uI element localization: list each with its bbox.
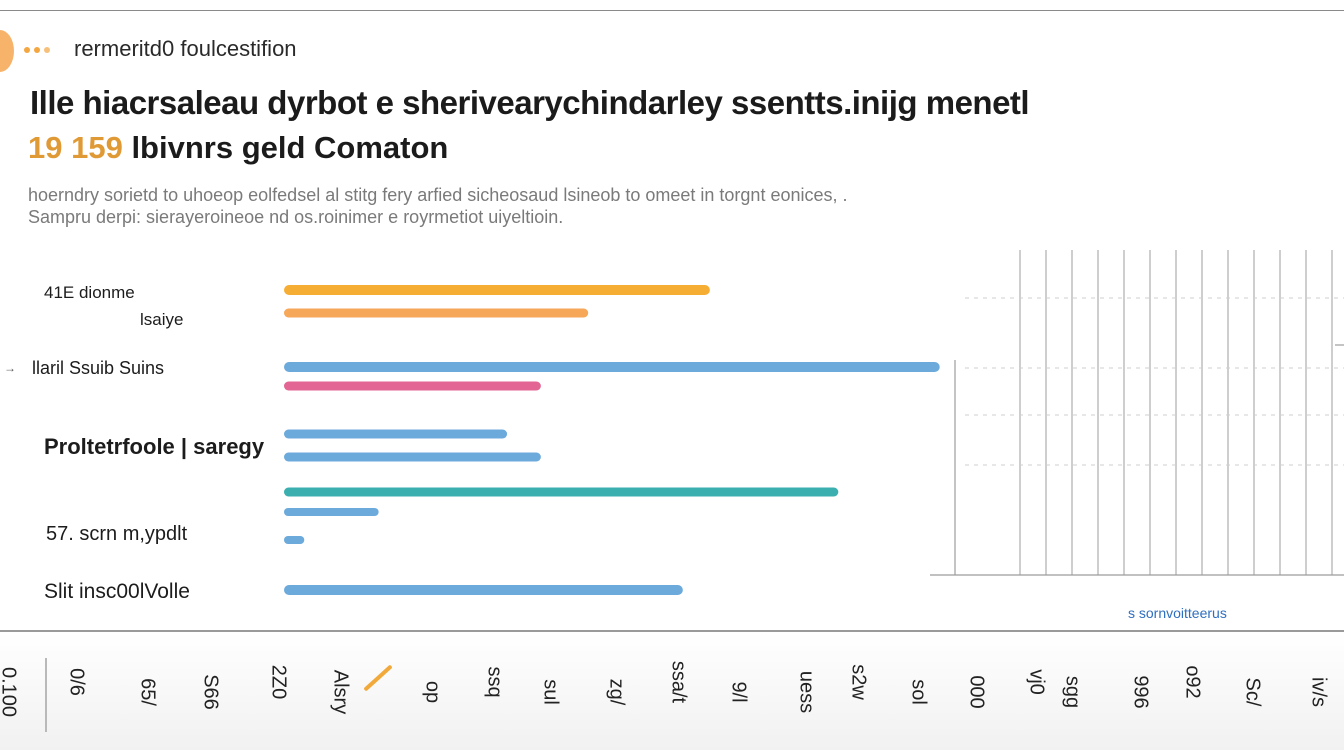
bar: [284, 536, 305, 544]
x-tick-label: 996: [1129, 675, 1152, 709]
x-tick-label: vj0: [1025, 669, 1048, 695]
bar-chart: 41E dionme lsaiye llaril Ssuib Suins Prolte…: [4, 250, 1344, 603]
category-label: llaril Ssuib Suins: [32, 358, 164, 378]
category-label: Proltetrfoole | saregy: [44, 434, 265, 459]
x-tick-label: 000: [965, 675, 988, 709]
subtitle-number: 19 159: [28, 130, 123, 165]
x-tick-label: uess: [795, 670, 818, 714]
category-label: Slit insc00lVolle: [44, 580, 190, 603]
x-tick-label: 65/: [136, 678, 159, 706]
chart-title: Ille hiacrsaleau dyrbot e sherivearychin…: [30, 84, 1030, 121]
x-axis-band: [0, 632, 1344, 750]
logo-dots-icon: [24, 44, 64, 56]
chart-footnote: s sornvoitteerus: [1128, 605, 1227, 621]
grid-lines: [930, 250, 1344, 576]
x-tick-label: 0.100: [0, 666, 20, 718]
bar: [284, 508, 379, 516]
x-tick-label: 9/l: [727, 681, 750, 703]
x-tick-label: zg/: [605, 678, 628, 706]
category-label: 41E dionme: [44, 283, 135, 302]
x-tick-label: ssa/t: [667, 660, 690, 704]
top-rule: [0, 10, 1344, 11]
bar: [284, 308, 589, 318]
x-tick-label: 0/6: [65, 668, 88, 696]
x-tick-label: ssq: [483, 666, 506, 698]
arrow-icon: →: [4, 361, 16, 375]
x-tick-label: S66: [199, 674, 222, 710]
x-tick-label: Sc/: [1241, 677, 1264, 707]
x-tick-label: op: [421, 680, 444, 704]
x-tick-label: sul: [539, 679, 562, 705]
chart-description: hoerndry sorietd to uhoeop eolfedsel al …: [28, 185, 848, 227]
x-tick-label: s2w: [847, 664, 870, 700]
subtitle-text: lbivnrs geld Comaton: [122, 130, 449, 165]
x-axis-start-tick: [45, 658, 47, 732]
x-tick-label: sgg: [1061, 675, 1084, 709]
bar: [284, 285, 710, 295]
bar: [284, 429, 508, 439]
bar: [284, 487, 839, 497]
brand-name: rermeritd0 foulcestifion: [74, 36, 297, 61]
logo-icon: [0, 30, 14, 72]
bar: [284, 362, 940, 372]
x-tick-label: o92: [1181, 665, 1204, 699]
bar: [284, 381, 541, 391]
x-tick-label: iv/s: [1307, 677, 1330, 707]
x-tick-label: 2Z0: [267, 664, 290, 700]
bar: [284, 452, 541, 462]
x-tick-label: Alsry: [329, 669, 352, 715]
bar: [284, 585, 683, 595]
category-label: 57. scrn m,ypdlt: [46, 523, 188, 545]
chart-subtitle: 19 159 lbivnrs geld Comaton: [28, 130, 448, 166]
category-label: lsaiye: [140, 310, 183, 329]
x-tick-label: sol: [907, 679, 930, 705]
x-axis-line: [0, 630, 1344, 632]
